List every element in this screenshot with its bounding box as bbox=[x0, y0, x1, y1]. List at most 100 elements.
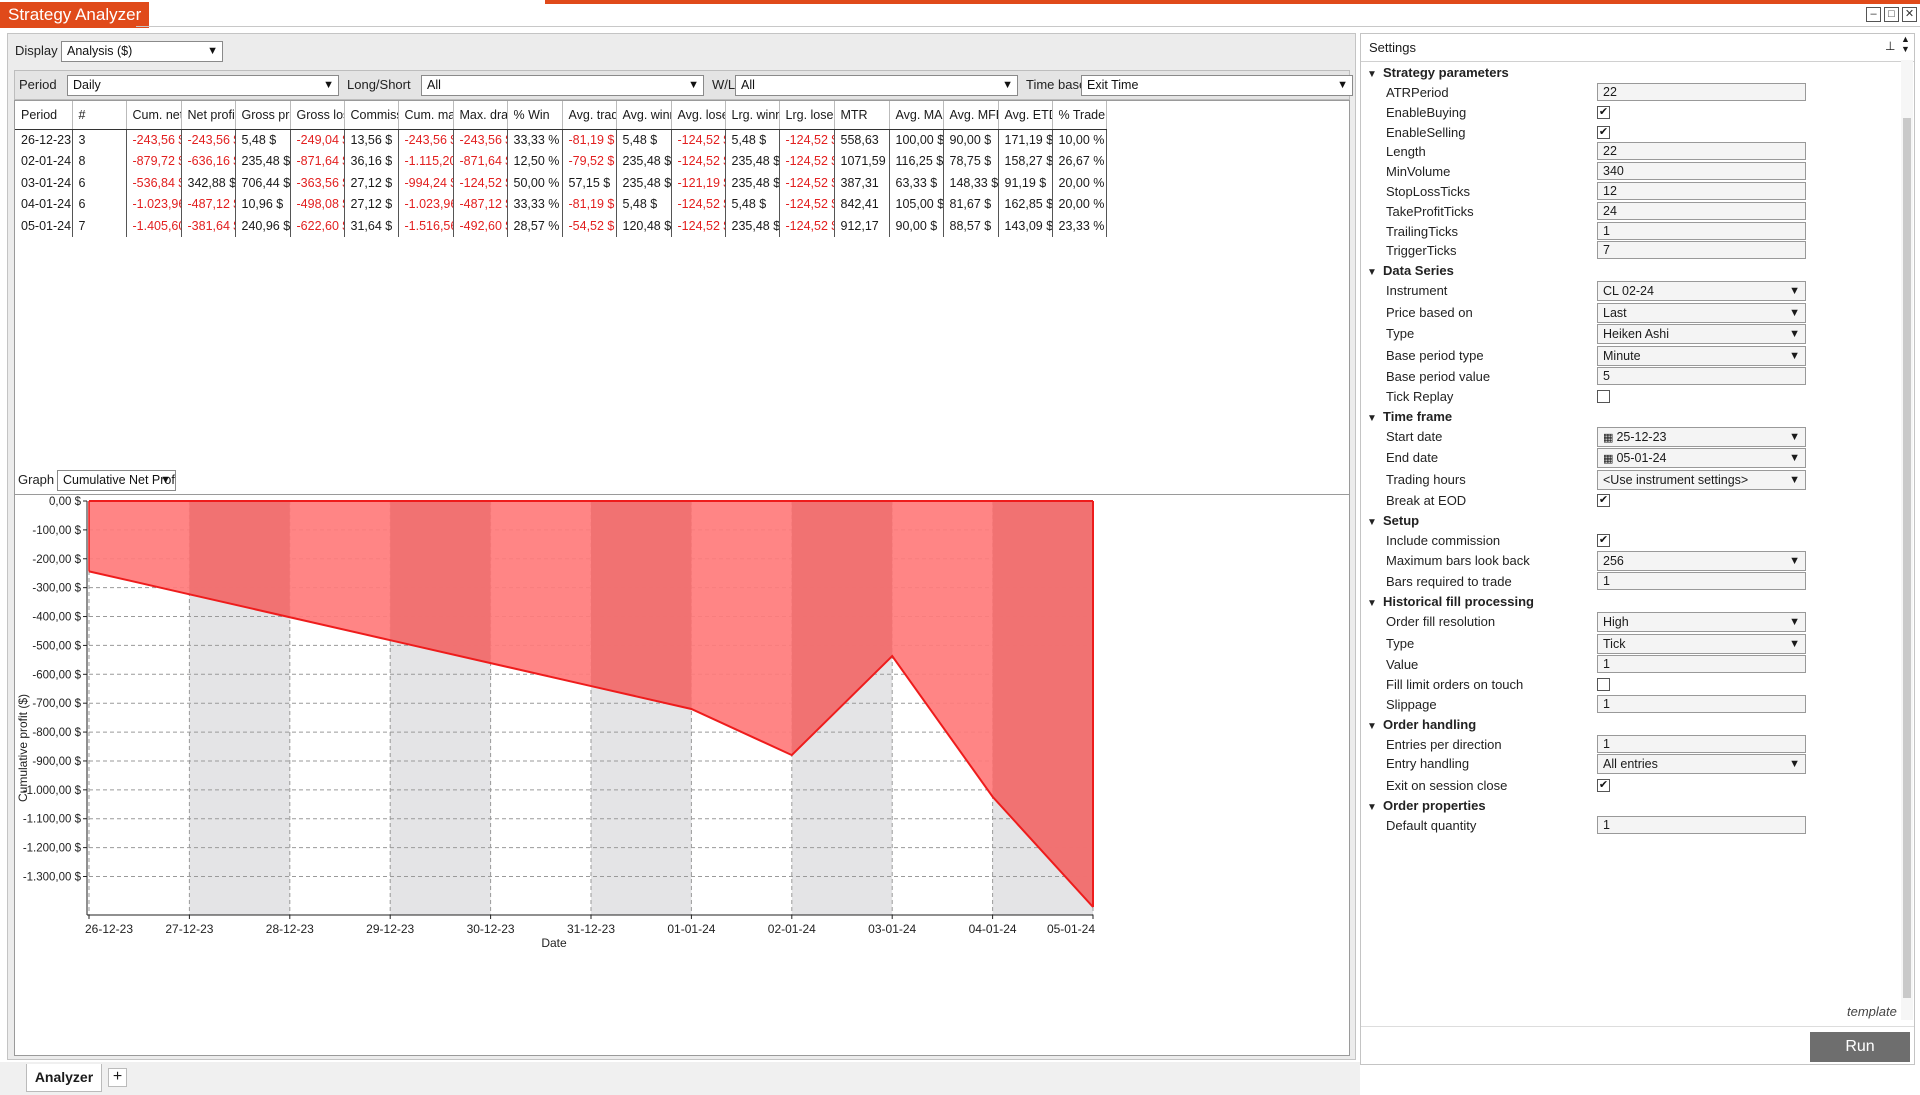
setting-text-field[interactable]: 1 bbox=[1597, 815, 1806, 834]
table-row[interactable]: 04-01-246-1.023,96-487,12 $10,96 $-498,0… bbox=[15, 193, 1107, 215]
column-header[interactable]: Gross loss bbox=[290, 101, 345, 130]
triangle-down-icon[interactable]: ▼ bbox=[1367, 517, 1377, 529]
setting-select[interactable]: High ▼ bbox=[1597, 612, 1806, 633]
scroll-arrows-icon[interactable]: ▲ ▼ bbox=[1901, 34, 1910, 54]
section-header[interactable]: ▼ Data Series bbox=[1367, 263, 1454, 278]
table-row[interactable]: 26-12-233-243,56 $-243,56 $5,48 $-249,04… bbox=[15, 129, 1107, 151]
table-cell: -121,19 $ bbox=[671, 172, 726, 194]
column-header[interactable]: Cum. max bbox=[398, 101, 454, 130]
table-cell: 1071,59 bbox=[834, 150, 890, 172]
triangle-down-icon[interactable]: ▼ bbox=[1367, 720, 1377, 732]
close-button[interactable]: ✕ bbox=[1902, 7, 1917, 22]
section-title: Strategy parameters bbox=[1383, 65, 1509, 80]
section-header[interactable]: ▼ Historical fill processing bbox=[1367, 594, 1534, 609]
triangle-down-icon[interactable]: ▼ bbox=[1367, 267, 1377, 279]
setting-date-picker[interactable]: ▦ 05-01-24 ▼ bbox=[1597, 448, 1806, 469]
setting-text-field[interactable]: 1 bbox=[1597, 572, 1806, 591]
period-select[interactable]: Daily ▼ bbox=[67, 75, 339, 96]
graph-select[interactable]: Cumulative Net Profit ▼ bbox=[57, 470, 176, 491]
setting-label: Default quantity bbox=[1386, 817, 1477, 833]
setting-checkbox[interactable]: ✔ bbox=[1597, 125, 1610, 139]
column-header[interactable]: Lrg. winne bbox=[725, 101, 780, 130]
chart-y-tick-label: -900,00 $ bbox=[32, 756, 81, 768]
table-cell: -124,52 $ bbox=[779, 193, 835, 215]
column-header[interactable]: Gross pro bbox=[235, 101, 291, 130]
setting-text-field[interactable]: 24 bbox=[1597, 201, 1806, 220]
section-header[interactable]: ▼ Time frame bbox=[1367, 409, 1452, 424]
setting-checkbox[interactable] bbox=[1597, 678, 1610, 691]
table-row[interactable]: 05-01-247-1.405,60-381,64 $240,96 $-622,… bbox=[15, 215, 1107, 237]
column-header[interactable]: Avg. ETD bbox=[998, 101, 1053, 130]
longshort-select[interactable]: All ▼ bbox=[421, 75, 704, 96]
triangle-down-icon[interactable]: ▼ bbox=[1367, 598, 1377, 610]
wl-select[interactable]: All ▼ bbox=[735, 75, 1018, 96]
section-header[interactable]: ▼ Strategy parameters bbox=[1367, 65, 1509, 80]
setting-checkbox[interactable]: ✔ bbox=[1597, 494, 1610, 508]
section-header[interactable]: ▼ Order properties bbox=[1367, 798, 1486, 813]
add-tab-button[interactable]: + bbox=[108, 1068, 127, 1087]
setting-text-field[interactable]: 1 bbox=[1597, 221, 1806, 240]
setting-select[interactable]: All entries ▼ bbox=[1597, 754, 1806, 775]
minimize-button[interactable]: – bbox=[1866, 7, 1881, 22]
column-header[interactable]: Avg. MFE bbox=[943, 101, 999, 130]
setting-select[interactable]: Last ▼ bbox=[1597, 302, 1806, 323]
setting-text-field[interactable]: 22 bbox=[1597, 83, 1806, 101]
column-header[interactable]: % Win bbox=[507, 101, 563, 130]
setting-checkbox[interactable]: ✔ bbox=[1597, 534, 1610, 548]
setting-text-field[interactable]: 340 bbox=[1597, 162, 1806, 181]
setting-text-field[interactable]: 1 bbox=[1597, 734, 1806, 753]
setting-select[interactable]: Tick ▼ bbox=[1597, 633, 1806, 654]
column-header[interactable]: Avg. winn bbox=[616, 101, 672, 130]
run-button[interactable]: Run bbox=[1810, 1032, 1910, 1062]
setting-select[interactable]: <Use instrument settings> ▼ bbox=[1597, 469, 1806, 490]
tab-analyzer[interactable]: Analyzer bbox=[26, 1064, 102, 1092]
template-link[interactable]: template bbox=[1847, 1004, 1897, 1019]
setting-text-field[interactable]: 1 bbox=[1597, 655, 1806, 674]
display-select[interactable]: Analysis ($) ▼ bbox=[61, 41, 223, 62]
pin-icon[interactable]: ⊥ bbox=[1885, 39, 1896, 53]
table-cell: -487,12 $ bbox=[453, 193, 508, 215]
setting-checkbox[interactable]: ✔ bbox=[1597, 105, 1610, 119]
table-cell: 158,27 $ bbox=[998, 150, 1053, 172]
triangle-down-icon[interactable]: ▼ bbox=[1367, 412, 1377, 424]
column-header[interactable]: Avg. loser bbox=[671, 101, 726, 130]
setting-text-field[interactable]: 5 bbox=[1597, 367, 1806, 386]
column-header[interactable]: Max. draw bbox=[453, 101, 508, 130]
wl-label: W/L bbox=[712, 77, 736, 92]
settings-scroll-thumb[interactable] bbox=[1903, 118, 1911, 998]
column-header[interactable]: Commissi bbox=[344, 101, 399, 130]
column-header[interactable]: % Trade bbox=[1052, 101, 1107, 130]
setting-text-field[interactable]: 22 bbox=[1597, 142, 1806, 161]
table-cell: 12,50 % bbox=[507, 150, 563, 172]
table-cell: -879,72 $ bbox=[126, 150, 182, 172]
column-header[interactable]: Avg. trade bbox=[562, 101, 617, 130]
column-header[interactable]: Cum. net bbox=[126, 101, 182, 130]
column-header[interactable]: Net profit bbox=[181, 101, 236, 130]
setting-text-field[interactable]: 12 bbox=[1597, 182, 1806, 200]
column-header[interactable]: Lrg. loser bbox=[779, 101, 835, 130]
chevron-down-icon: ▼ bbox=[1789, 616, 1800, 629]
timebase-select[interactable]: Exit Time ▼ bbox=[1081, 75, 1353, 96]
setting-date-picker[interactable]: ▦ 25-12-23 ▼ bbox=[1597, 426, 1806, 447]
triangle-down-icon[interactable]: ▼ bbox=[1367, 69, 1377, 80]
table-row[interactable]: 02-01-248-879,72 $-636,16 $235,48 $-871,… bbox=[15, 150, 1107, 172]
setting-select[interactable]: Heiken Ashi ▼ bbox=[1597, 324, 1806, 345]
column-header[interactable]: # bbox=[72, 101, 127, 130]
column-header[interactable]: MTR bbox=[834, 101, 890, 130]
chart-x-axis-title: Date bbox=[541, 936, 567, 950]
column-header[interactable]: Avg. MAE bbox=[889, 101, 944, 130]
maximize-button[interactable]: □ bbox=[1884, 7, 1899, 22]
setting-checkbox[interactable] bbox=[1597, 390, 1610, 403]
cumulative-profit-chart: 0,00 $ -100,00 $ -200,00 $ -300,00 $ -400,00… bbox=[16, 496, 1095, 950]
section-header[interactable]: ▼ Setup bbox=[1367, 513, 1419, 528]
setting-select[interactable]: Minute ▼ bbox=[1597, 345, 1806, 366]
setting-text-field[interactable]: 7 bbox=[1597, 241, 1806, 260]
triangle-down-icon[interactable]: ▼ bbox=[1367, 801, 1377, 813]
section-header[interactable]: ▼ Order handling bbox=[1367, 717, 1476, 732]
setting-select[interactable]: CL 02-24 ▼ bbox=[1597, 281, 1806, 302]
setting-text-field[interactable]: 1 bbox=[1597, 694, 1806, 713]
setting-checkbox[interactable]: ✔ bbox=[1597, 778, 1610, 792]
setting-select[interactable]: 256 ▼ bbox=[1597, 550, 1806, 571]
table-row[interactable]: 03-01-24 6 -536,84 $342,88 $706,44 $ -363,5… bbox=[15, 172, 1107, 194]
column-header[interactable]: Period bbox=[15, 101, 73, 130]
